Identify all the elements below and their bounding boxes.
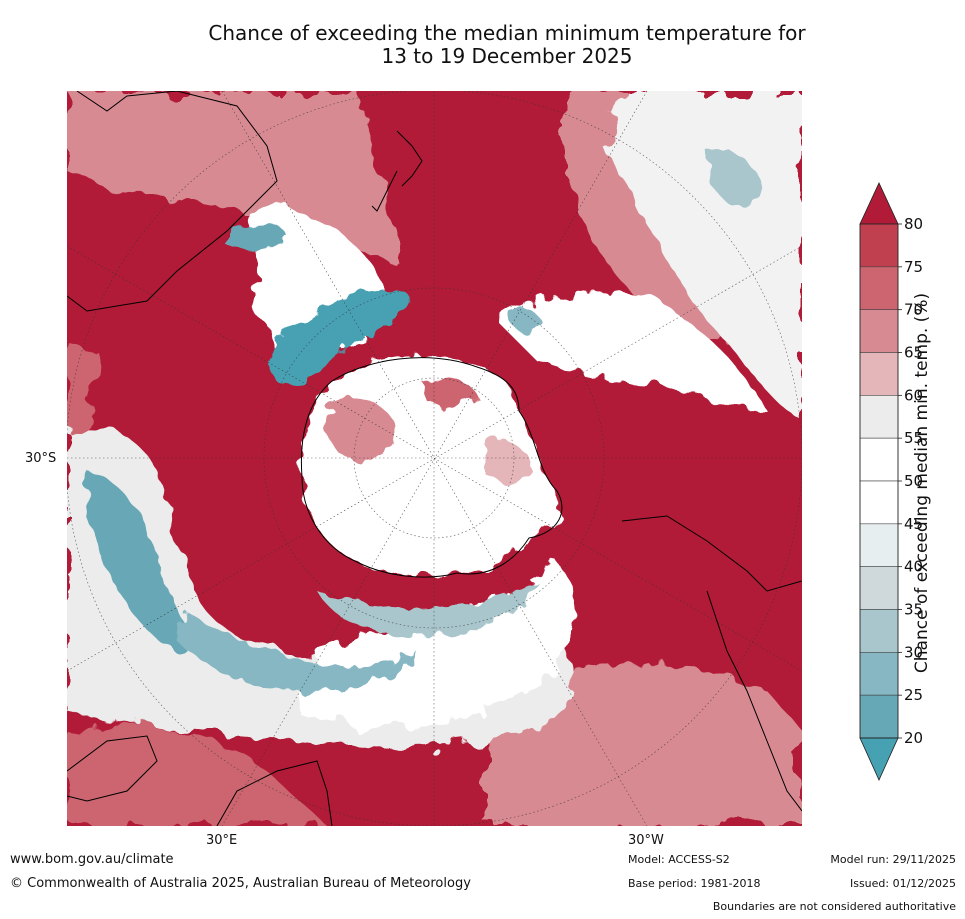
- antarctica-coastline: [300, 357, 563, 578]
- pink-band-southeast: [487, 663, 802, 826]
- polar-map: [67, 91, 802, 826]
- colorbar-band: [859, 223, 899, 268]
- pink-band-southwest: [67, 723, 327, 826]
- colorbar: 80 75 70 65 60 55 50 45 40 35 30 25 20: [840, 180, 960, 785]
- madagascar-coastline: [67, 735, 158, 802]
- colorbar-band: [859, 266, 899, 310]
- antarctica-pink-ring: [487, 440, 532, 483]
- colorbar-band: [859, 566, 899, 610]
- colorbar-tick-label: 25: [904, 686, 923, 704]
- title-line-1: Chance of exceeding the median minimum t…: [208, 21, 806, 45]
- colorbar-tick-label: 80: [904, 215, 923, 233]
- colorbar-tick-label: 55: [904, 429, 923, 447]
- colorbar-band-below-min: [859, 737, 899, 781]
- antarctica: [301, 355, 561, 576]
- new-zealand-south-coastline: [371, 170, 398, 212]
- colorbar-tick-label: 50: [904, 472, 923, 490]
- lat-label-30s: 30°S: [25, 451, 57, 466]
- antarctica-pink-patch: [325, 398, 397, 460]
- blue-southwest-lobe: [177, 611, 417, 691]
- colorbar-tick-label: 30: [904, 643, 923, 661]
- colorbar-title: Chance of exceeding median min. temp. (%…: [912, 292, 932, 674]
- footer-copyright: © Commonwealth of Australia 2025, Austra…: [10, 876, 471, 891]
- colorbar-tick-label: 65: [904, 344, 923, 362]
- colorbar-tick-label: 75: [904, 258, 923, 276]
- map-title: Chance of exceeding the median minimum t…: [120, 22, 894, 68]
- colorbar-band: [859, 309, 899, 353]
- graticule: [67, 91, 802, 826]
- new-zealand-north-coastline: [396, 130, 423, 187]
- south-america-coastline: [621, 515, 802, 592]
- colorbar-tick-label: 35: [904, 601, 923, 619]
- neutral-east-arc: [497, 290, 767, 411]
- africa-coastline: [216, 760, 333, 826]
- colorbar-svg: 80 75 70 65 60 55 50 45 40 35 30 25 20: [859, 182, 923, 781]
- antarctica-red-patch: [422, 377, 477, 408]
- footer-base-period: Base period: 1981-2018: [628, 877, 761, 890]
- footer-url[interactable]: www.bom.gov.au/climate: [10, 852, 174, 867]
- colorbar-band: [859, 395, 899, 439]
- blue-patch-northwest: [227, 224, 287, 252]
- footer-disclaimer: Boundaries are not considered authoritat…: [712, 900, 956, 913]
- graticule-meridian: [221, 91, 648, 826]
- footer-model: Model: ACCESS-S2: [628, 853, 730, 866]
- colorbar-tick-label: 20: [904, 729, 923, 747]
- colorbar-tick-label: 60: [904, 386, 923, 404]
- colorbar-tick-label: 45: [904, 515, 923, 533]
- south-america-west-coastline: [706, 590, 802, 812]
- title-line-2: 13 to 19 December 2025: [381, 44, 633, 68]
- colorbar-band: [859, 523, 899, 567]
- probability-field-low: [85, 149, 759, 691]
- lon-label-30e: 30°E: [206, 833, 238, 848]
- footer-issued: Issued: 01/12/2025: [849, 877, 956, 890]
- colorbar-band: [859, 652, 899, 696]
- colorbar-tick-label: 70: [904, 301, 923, 319]
- colorbar-band: [859, 694, 899, 739]
- colorbar-tick-label: 40: [904, 558, 923, 576]
- blue-arc-north: [267, 289, 412, 386]
- colorbar-band-above-max: [859, 182, 899, 225]
- lon-label-30w: 30°W: [628, 833, 664, 848]
- colorbar-band: [859, 352, 899, 396]
- blue-west-lobe: [85, 471, 190, 651]
- footer-model-run: Model run: 29/11/2025: [830, 853, 956, 866]
- blue-patch-northeast: [707, 149, 759, 207]
- colorbar-band: [859, 609, 899, 653]
- graticule-circle-75s: [353, 377, 515, 539]
- blue-arc-south: [317, 581, 537, 637]
- blue-patch-east: [507, 307, 540, 333]
- colorbar-band: [859, 480, 899, 525]
- colorbar-band: [859, 437, 899, 482]
- australia-coastline: [67, 91, 278, 312]
- coastlines: [67, 91, 802, 826]
